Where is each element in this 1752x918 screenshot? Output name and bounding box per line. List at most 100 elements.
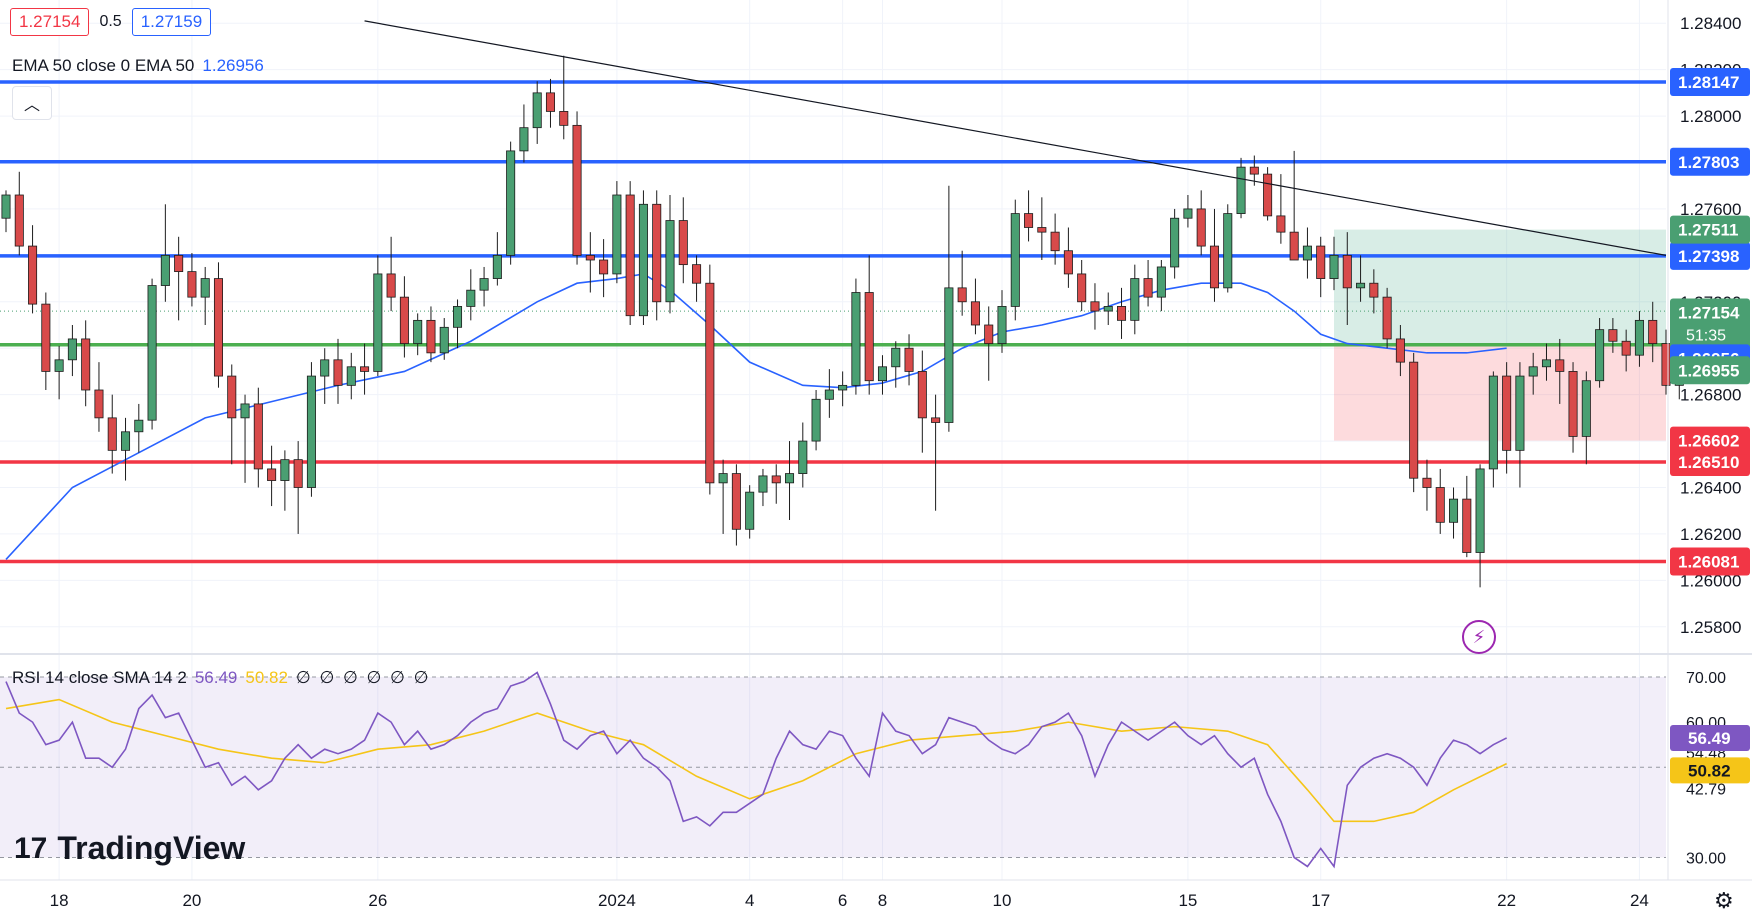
candle-body[interactable] <box>771 475 781 484</box>
candle-body[interactable] <box>1236 166 1246 214</box>
rsi-tag[interactable]: 56.49 <box>1688 729 1731 748</box>
candle-body[interactable] <box>891 347 901 368</box>
stop-zone[interactable] <box>1334 344 1666 441</box>
candle-body[interactable] <box>1541 359 1551 368</box>
bid-price[interactable]: 1.27154 <box>10 8 90 36</box>
candle-body[interactable] <box>1595 329 1605 382</box>
candle-body[interactable] <box>1528 366 1538 377</box>
candle-body[interactable] <box>1077 273 1087 303</box>
candle-body[interactable] <box>346 366 356 386</box>
candle-body[interactable] <box>1209 245 1219 289</box>
price-axis[interactable]: 1.284001.282001.280001.278001.276001.274… <box>1667 0 1750 880</box>
candle-body[interactable] <box>1223 213 1233 289</box>
candle-body[interactable] <box>306 375 316 488</box>
candle-body[interactable] <box>1183 208 1193 219</box>
candle-body[interactable] <box>692 264 702 284</box>
candle-body[interactable] <box>970 301 980 326</box>
candle-body[interactable] <box>399 296 409 344</box>
candle-body[interactable] <box>1369 282 1379 298</box>
candle-body[interactable] <box>1661 343 1671 386</box>
candle-body[interactable] <box>1103 306 1113 312</box>
candle-body[interactable] <box>838 384 848 391</box>
candle-body[interactable] <box>1648 319 1658 344</box>
settings-gear-icon[interactable]: ⚙ <box>1714 888 1734 913</box>
candle-body[interactable] <box>957 287 967 303</box>
candle-body[interactable] <box>1170 217 1180 268</box>
candle-body[interactable] <box>1143 278 1153 298</box>
candle-body[interactable] <box>678 220 688 266</box>
horizontal-levels[interactable] <box>0 80 1666 564</box>
candle-body[interactable] <box>1409 361 1419 479</box>
candle-body[interactable] <box>492 254 502 279</box>
candle-body[interactable] <box>1342 254 1352 289</box>
candle-body[interactable] <box>1063 250 1073 275</box>
candle-body[interactable] <box>864 292 874 382</box>
candle-body[interactable] <box>758 475 768 493</box>
candle-body[interactable] <box>1356 282 1366 289</box>
candle-body[interactable] <box>824 389 834 400</box>
level-tag[interactable]: 1.28147 <box>1678 73 1739 92</box>
collapse-legend-button[interactable]: ︿ <box>12 86 52 120</box>
candle-body[interactable] <box>107 417 117 451</box>
candle-body[interactable] <box>1010 213 1020 307</box>
candle-body[interactable] <box>506 150 516 256</box>
axis-tag[interactable]: 1.26602 <box>1678 432 1739 451</box>
candle-body[interactable] <box>81 338 91 391</box>
candle-body[interactable] <box>14 194 24 247</box>
candle-body[interactable] <box>904 347 914 372</box>
candle-body[interactable] <box>599 259 609 275</box>
candle-body[interactable] <box>1263 173 1273 217</box>
candle-body[interactable] <box>785 473 795 484</box>
candle-body[interactable] <box>1090 301 1100 312</box>
candle-body[interactable] <box>1608 329 1618 342</box>
candle-body[interactable] <box>1435 487 1445 523</box>
candle-body[interactable] <box>333 359 343 386</box>
candle-body[interactable] <box>917 371 927 419</box>
candle-body[interactable] <box>386 273 396 298</box>
candle-body[interactable] <box>413 319 423 344</box>
candle-body[interactable] <box>479 278 489 291</box>
rsi-tag[interactable]: 50.82 <box>1688 761 1731 780</box>
candle-body[interactable] <box>1581 380 1591 437</box>
candle-body[interactable] <box>41 303 51 372</box>
candle-body[interactable] <box>174 254 184 273</box>
candle-body[interactable] <box>267 468 277 481</box>
candle-body[interactable] <box>426 319 436 354</box>
candle-body[interactable] <box>1024 213 1034 228</box>
candle-body[interactable] <box>625 194 635 317</box>
candle-body[interactable] <box>280 459 290 481</box>
candle-body[interactable] <box>1276 215 1286 233</box>
candle-body[interactable] <box>1462 498 1472 553</box>
candle-body[interactable] <box>944 287 954 423</box>
candle-body[interactable] <box>1117 306 1127 321</box>
candle-body[interactable] <box>532 92 542 129</box>
candle-body[interactable] <box>1249 166 1259 175</box>
candle-body[interactable] <box>572 124 582 256</box>
candle-body[interactable] <box>1555 359 1565 372</box>
candle-body[interactable] <box>731 473 741 530</box>
candle-body[interactable] <box>453 306 463 328</box>
candle-body[interactable] <box>200 278 210 298</box>
candle-body[interactable] <box>1621 340 1631 356</box>
candle-body[interactable] <box>121 431 131 451</box>
candle-body[interactable] <box>745 491 755 530</box>
candle-body[interactable] <box>1449 498 1459 523</box>
candle-body[interactable] <box>1634 319 1644 356</box>
level-tag[interactable]: 1.27803 <box>1678 153 1739 172</box>
lightning-icon[interactable]: ⚡ <box>1462 620 1496 654</box>
trend-line[interactable] <box>364 20 1667 256</box>
candle-body[interactable] <box>851 292 861 386</box>
candle-body[interactable] <box>1130 278 1140 321</box>
candle-body[interactable] <box>227 375 237 419</box>
candle-body[interactable] <box>147 285 157 421</box>
candle-body[interactable] <box>638 203 648 317</box>
candle-body[interactable] <box>1488 375 1498 470</box>
candle-body[interactable] <box>1050 231 1060 252</box>
candle-body[interactable] <box>134 419 144 433</box>
candle-body[interactable] <box>1395 338 1405 363</box>
ask-price[interactable]: 1.27159 <box>131 8 212 36</box>
candle-body[interactable] <box>439 326 449 354</box>
candle-body[interactable] <box>1382 296 1392 340</box>
candle-body[interactable] <box>798 440 808 474</box>
